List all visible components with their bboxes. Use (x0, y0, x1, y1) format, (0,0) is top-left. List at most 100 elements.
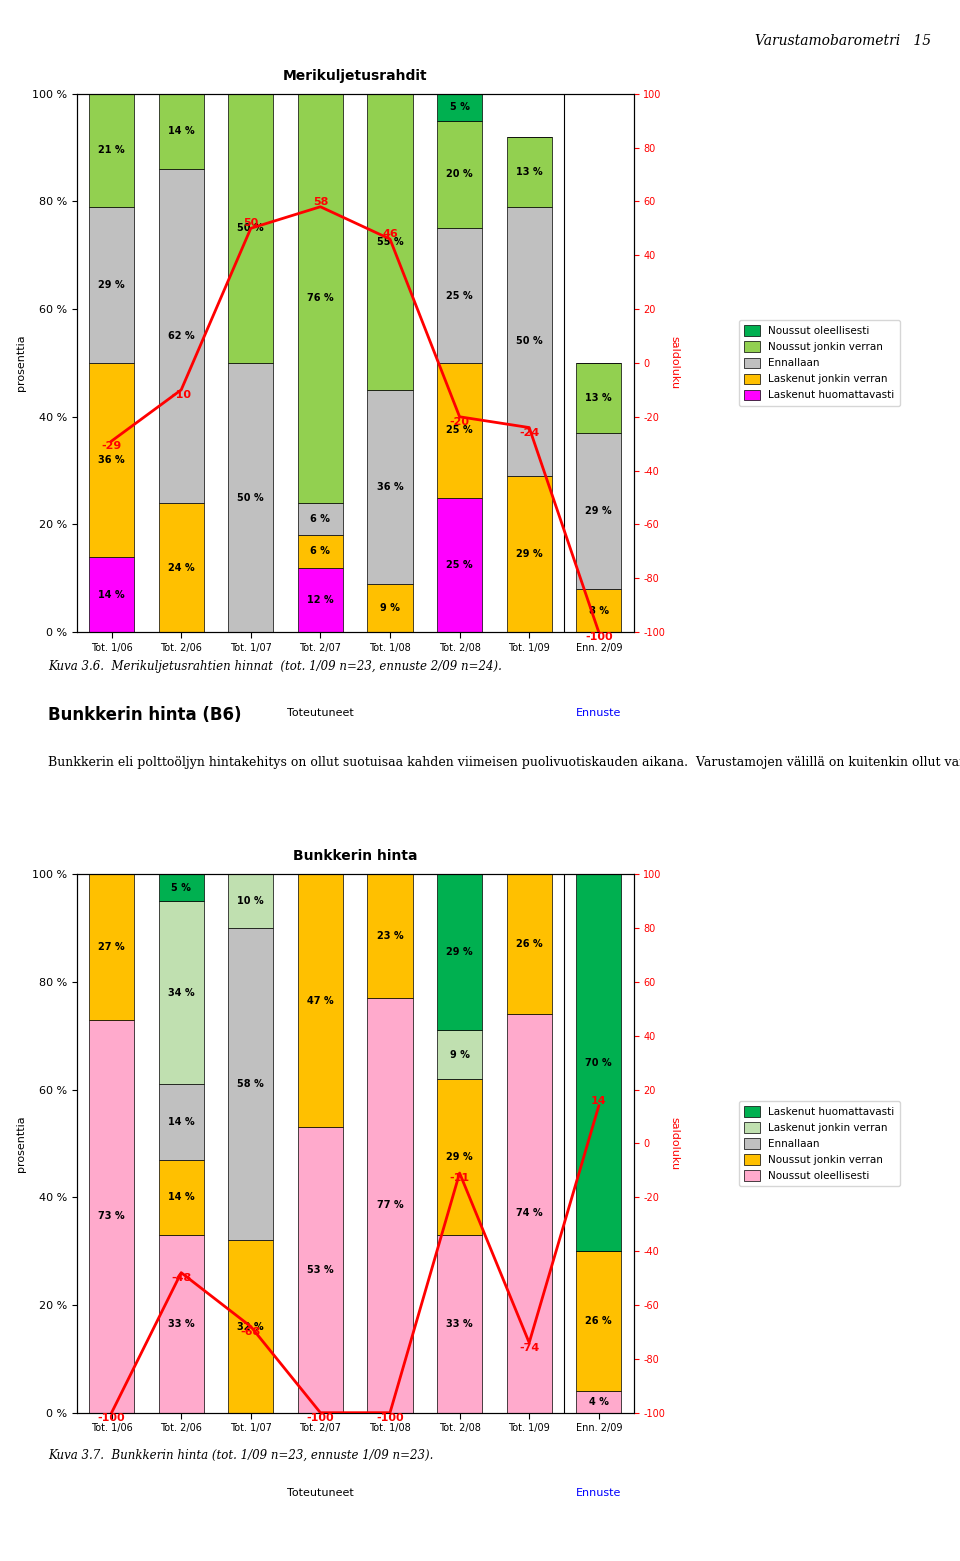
Text: 33 %: 33 % (446, 1319, 473, 1328)
Text: 23 %: 23 % (376, 930, 403, 941)
Text: -29: -29 (102, 442, 122, 451)
Bar (507, 476, 552, 632)
Text: -100: -100 (376, 1413, 404, 1422)
Text: Kuva 3.7.  Bunkkerin hinta (tot. 1/09 n=23, ennuste 1/09 n=23).: Kuva 3.7. Bunkkerin hinta (tot. 1/09 n=2… (48, 1449, 433, 1461)
Bar (368, 94, 413, 390)
Text: 47 %: 47 % (307, 996, 334, 1005)
Text: 14 %: 14 % (98, 590, 125, 599)
Text: 34 %: 34 % (168, 988, 195, 997)
Text: Bunkkerin eli polttoöljyn hintakehitys on ollut suotuisaa kahden viimeisen puoli: Bunkkerin eli polttoöljyn hintakehitys o… (48, 756, 960, 768)
Text: -11: -11 (449, 1172, 469, 1183)
Legend: Noussut oleellisesti, Noussut jonkin verran, Ennallaan, Laskenut jonkin verran, : Noussut oleellisesti, Noussut jonkin ver… (739, 320, 900, 406)
Bar (158, 503, 204, 632)
Text: 55 %: 55 % (376, 237, 403, 247)
Bar (298, 874, 343, 1127)
Bar (158, 874, 204, 901)
Bar (158, 1235, 204, 1413)
Bar (298, 1127, 343, 1413)
Text: 26 %: 26 % (516, 940, 542, 949)
Title: Merikuljetusrahdit: Merikuljetusrahdit (283, 69, 427, 83)
Bar (298, 535, 343, 568)
Bar (437, 498, 482, 632)
Text: 13 %: 13 % (586, 393, 612, 403)
Bar (437, 228, 482, 364)
Text: -48: -48 (171, 1272, 191, 1283)
Text: 58 %: 58 % (237, 1079, 264, 1090)
Bar (576, 874, 621, 1252)
Bar (437, 1030, 482, 1079)
Text: 24 %: 24 % (168, 562, 195, 573)
Text: 29 %: 29 % (446, 948, 473, 957)
Text: -100: -100 (98, 1413, 126, 1422)
Bar (158, 94, 204, 169)
Bar (158, 1085, 204, 1160)
Text: 58: 58 (313, 197, 328, 206)
Bar (437, 1079, 482, 1235)
Bar (437, 120, 482, 228)
Text: Ennuste: Ennuste (576, 707, 621, 718)
Bar (158, 901, 204, 1085)
Text: 25 %: 25 % (446, 560, 473, 570)
Bar (576, 588, 621, 632)
Text: 76 %: 76 % (307, 293, 334, 303)
Text: 29 %: 29 % (446, 1152, 473, 1161)
Bar (89, 1019, 134, 1413)
Text: -20: -20 (449, 417, 469, 426)
Text: 8 %: 8 % (588, 606, 609, 615)
Bar (158, 1160, 204, 1235)
Bar (507, 137, 552, 206)
Text: 12 %: 12 % (307, 595, 334, 606)
Text: 6 %: 6 % (310, 546, 330, 556)
Bar (89, 557, 134, 632)
Text: 36 %: 36 % (98, 454, 125, 465)
Text: -74: -74 (519, 1342, 540, 1353)
Bar (368, 584, 413, 632)
Legend: Laskenut huomattavasti, Laskenut jonkin verran, Ennallaan, Noussut jonkin verran: Laskenut huomattavasti, Laskenut jonkin … (739, 1101, 900, 1186)
Text: 9 %: 9 % (380, 603, 400, 613)
Bar (437, 1235, 482, 1413)
Text: 14 %: 14 % (168, 1193, 195, 1202)
Text: Toteutuneet: Toteutuneet (287, 1488, 354, 1499)
Text: 50 %: 50 % (516, 336, 542, 347)
Text: 5 %: 5 % (171, 882, 191, 893)
Text: -100: -100 (585, 632, 612, 642)
Text: 6 %: 6 % (310, 514, 330, 524)
Bar (228, 929, 274, 1241)
Bar (368, 997, 413, 1413)
Text: -10: -10 (171, 390, 191, 400)
Text: 29 %: 29 % (98, 279, 125, 290)
Bar (228, 364, 274, 632)
Text: 29 %: 29 % (516, 549, 542, 559)
Text: 4 %: 4 % (588, 1397, 609, 1406)
Text: 70 %: 70 % (586, 1058, 612, 1068)
Text: 14 %: 14 % (168, 126, 195, 136)
Text: 46: 46 (382, 229, 397, 239)
Y-axis label: prosenttia: prosenttia (16, 334, 26, 392)
Text: 26 %: 26 % (586, 1316, 612, 1327)
Text: 77 %: 77 % (376, 1200, 403, 1210)
Bar (228, 874, 274, 929)
Y-axis label: saldoluku: saldoluku (669, 1116, 679, 1171)
Text: -24: -24 (519, 428, 540, 437)
Text: Toteutuneet: Toteutuneet (287, 707, 354, 718)
Bar (576, 1391, 621, 1413)
Y-axis label: saldoluku: saldoluku (669, 336, 679, 390)
Text: 36 %: 36 % (376, 482, 403, 492)
Bar (89, 206, 134, 364)
Bar (298, 94, 343, 503)
Text: 27 %: 27 % (98, 941, 125, 952)
Bar (437, 364, 482, 498)
Text: 5 %: 5 % (449, 101, 469, 112)
Bar (89, 874, 134, 1019)
Bar (576, 1252, 621, 1391)
Bar (368, 874, 413, 997)
Text: Varustamobarometri   15: Varustamobarometri 15 (756, 34, 931, 48)
Bar (437, 94, 482, 120)
Bar (507, 1015, 552, 1413)
Text: 25 %: 25 % (446, 425, 473, 436)
Text: 10 %: 10 % (237, 896, 264, 905)
Bar (576, 364, 621, 432)
Bar (576, 432, 621, 588)
Text: 14 %: 14 % (168, 1116, 195, 1127)
Bar (228, 1241, 274, 1413)
